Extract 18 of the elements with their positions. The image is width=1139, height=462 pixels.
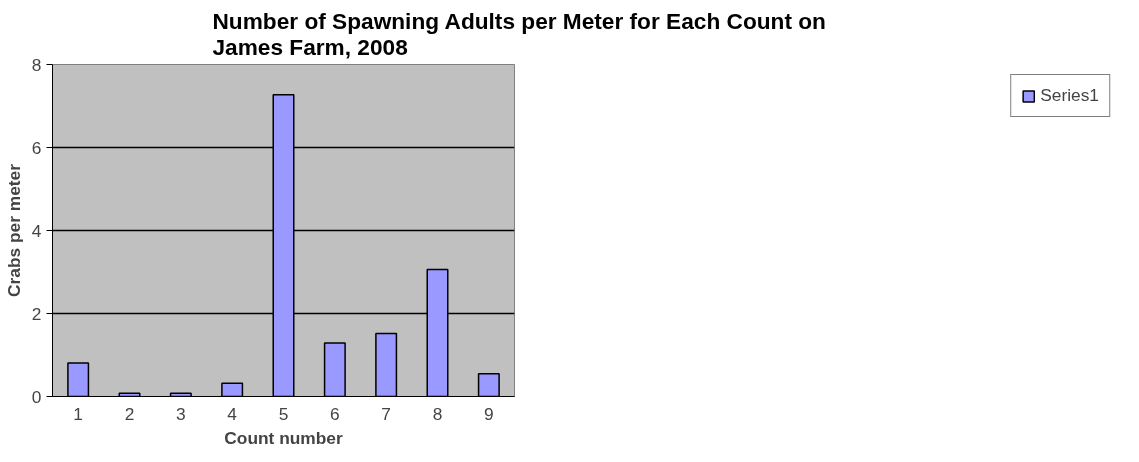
x-tick-label: 4 (227, 403, 238, 424)
x-tick-label: 1 (73, 403, 83, 424)
y-tick-label: 0 (31, 386, 42, 407)
y-tick-label: 6 (31, 137, 42, 158)
x-tick-label: 6 (330, 403, 340, 424)
y-tick-label: 8 (31, 54, 42, 75)
y-axis-title: Crabs per meter (3, 163, 24, 297)
x-tick-label: 3 (176, 403, 186, 424)
x-tick-label: 2 (124, 403, 135, 424)
chart-title: Number of Spawning Adults per Meter for Each Count on James Farm, 2008 (212, 7, 826, 60)
x-tick-label: 8 (432, 403, 443, 424)
legend-label: Series1 (1040, 85, 1099, 106)
y-tick-label: 2 (31, 303, 42, 324)
y-tick-label: 4 (31, 220, 42, 241)
x-axis-title: Count number (224, 427, 343, 448)
x-tick-label: 7 (381, 403, 391, 424)
x-tick-label: 5 (278, 403, 289, 424)
x-tick-label: 9 (484, 403, 494, 424)
